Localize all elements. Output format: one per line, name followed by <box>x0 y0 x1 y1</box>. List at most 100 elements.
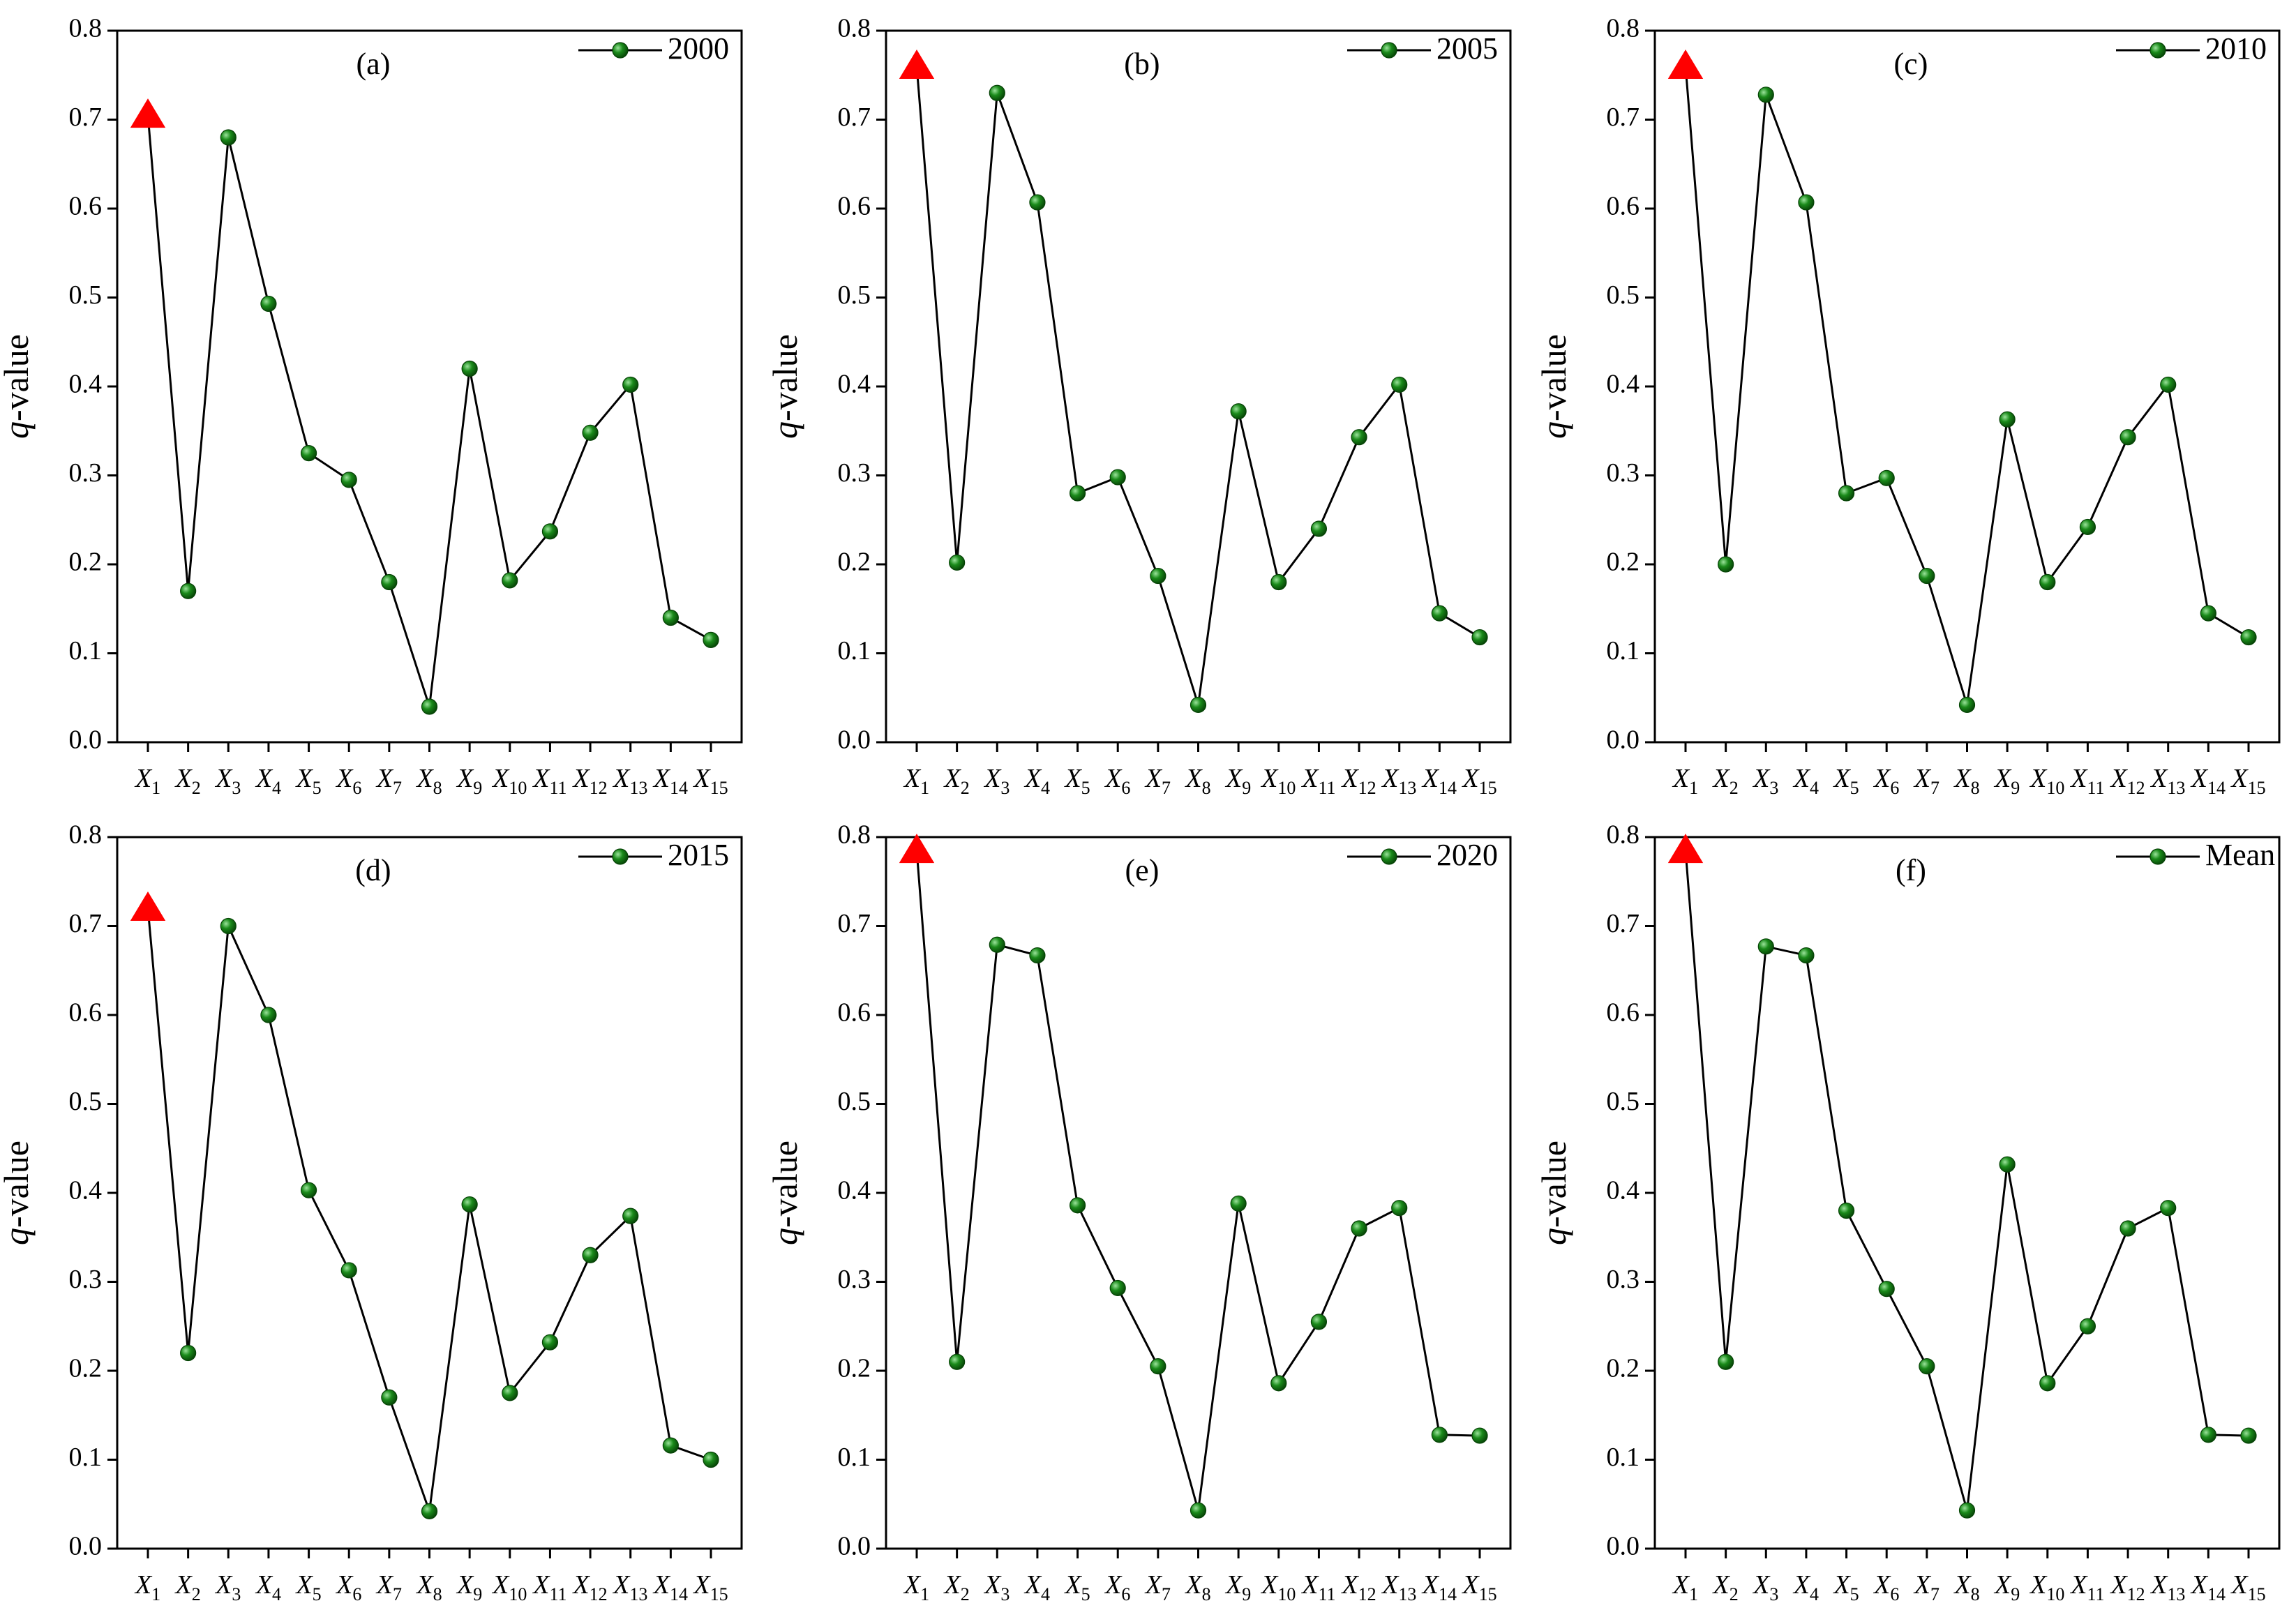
x-tick-label: X9 <box>1224 1570 1251 1604</box>
data-point <box>989 84 1005 101</box>
highlight-marker-triangle <box>130 98 166 128</box>
data-point <box>2200 1427 2216 1443</box>
data-point <box>340 472 357 488</box>
x-tick-label: X8 <box>1953 764 1979 798</box>
data-point <box>1838 1202 1855 1219</box>
x-tick-label: X7 <box>1144 764 1171 798</box>
x-tick-label: X10 <box>491 764 527 798</box>
data-point <box>1310 520 1328 537</box>
plot-frame <box>116 29 743 744</box>
y-tick-label: 0.6 <box>1607 192 1640 221</box>
data-point <box>1919 567 1935 585</box>
x-tick-label: X8 <box>415 1570 442 1604</box>
x-tick-label: X14 <box>652 764 688 798</box>
y-axis-label: q-value <box>1534 334 1573 439</box>
x-tick-label: X15 <box>692 764 728 798</box>
data-point <box>1999 1156 2016 1173</box>
panel-b: 0.0 0.1 0.2 0.3 0.4 0.5 0.6 0.7 0.8 X1 X2 X3 X4 X5 X6 X… <box>765 14 1512 798</box>
data-point <box>180 582 197 599</box>
x-tick-label: X8 <box>415 764 442 798</box>
y-tick-label: 0.4 <box>838 370 871 399</box>
y-tick-label: 0.2 <box>1607 548 1640 577</box>
x-tick-label: X15 <box>692 1570 728 1604</box>
x-tick-label: X12 <box>1340 764 1376 798</box>
data-point <box>622 1208 639 1224</box>
data-point <box>461 360 478 377</box>
x-tick-label: X15 <box>1461 764 1496 798</box>
data-point <box>1757 938 1774 955</box>
highlight-marker-triangle <box>1667 50 1704 79</box>
x-tick-label: X7 <box>1144 1570 1171 1604</box>
x-tick-label: X5 <box>1063 1570 1090 1604</box>
y-tick-label: 0.6 <box>838 998 871 1028</box>
y-tick-label: 0.7 <box>1607 103 1640 132</box>
y-tick-label: 0.1 <box>1607 1443 1640 1472</box>
legend-marker <box>1381 848 1397 865</box>
x-tick-label: X10 <box>1260 764 1296 798</box>
y-axis-label: q-value <box>1534 1141 1573 1245</box>
y-tick-label: 0.3 <box>838 458 871 488</box>
panel-label: (d) <box>355 853 391 887</box>
x-tick-label: X5 <box>294 1570 321 1604</box>
x-tick-label: X6 <box>1873 1570 1899 1604</box>
data-point <box>662 1437 679 1454</box>
y-tick-label: 0.6 <box>69 192 103 221</box>
highlight-marker-triangle <box>899 50 935 79</box>
data-point <box>1029 194 1046 211</box>
data-point <box>1718 556 1734 573</box>
y-tick-label: 0.0 <box>1607 725 1640 755</box>
highlight-marker-triangle <box>1667 834 1704 864</box>
y-tick-label: 0.5 <box>838 1087 871 1116</box>
y-tick-label: 0.0 <box>69 725 103 755</box>
x-tick-label: X13 <box>2149 764 2185 798</box>
y-tick-label: 0.0 <box>1607 1532 1640 1561</box>
legend-label: 2005 <box>1436 31 1498 66</box>
data-point <box>2240 1427 2257 1444</box>
data-point <box>1391 376 1408 393</box>
data-point <box>180 1344 197 1362</box>
x-tick-label: X6 <box>1873 764 1899 798</box>
y-tick-label: 0.3 <box>69 1265 103 1294</box>
x-tick-label: X13 <box>1381 1570 1416 1604</box>
x-tick-label: X13 <box>1381 764 1416 798</box>
y-tick-label: 0.6 <box>1607 998 1640 1028</box>
data-point <box>541 1334 559 1351</box>
y-tick-label: 0.4 <box>69 1176 103 1205</box>
series-line <box>147 114 712 707</box>
x-tick-label: X1 <box>903 764 929 798</box>
y-tick-label: 0.0 <box>838 725 871 755</box>
legend-marker <box>612 42 629 59</box>
panel-a: 0.0 0.1 0.2 0.3 0.4 0.5 0.6 0.7 0.8 X1 X2 X3 X4 X5 X6 X… <box>0 14 743 798</box>
data-point <box>1270 1375 1287 1392</box>
data-point <box>1798 947 1815 964</box>
data-point <box>582 424 599 441</box>
plot-frame <box>885 29 1512 744</box>
y-tick-label: 0.4 <box>1607 370 1640 399</box>
data-point <box>949 554 966 571</box>
data-point <box>662 609 679 626</box>
x-tick-label: X8 <box>1184 764 1210 798</box>
legend-label: 2000 <box>668 31 729 66</box>
panel-f: 0.0 0.1 0.2 0.3 0.4 0.5 0.6 0.7 0.8 X1 X2 X3 X4 X5 X6 X… <box>1534 820 2281 1604</box>
y-tick-label: 0.8 <box>838 820 871 850</box>
x-tick-label: X7 <box>375 1570 402 1604</box>
data-point <box>1230 403 1247 420</box>
x-tick-label: X7 <box>1913 1570 1939 1604</box>
data-point <box>421 698 438 715</box>
x-tick-label: X2 <box>1712 764 1739 798</box>
data-point <box>1109 469 1126 486</box>
legend-label: 2015 <box>668 838 729 872</box>
y-tick-label: 0.4 <box>69 370 103 399</box>
x-tick-label: X11 <box>2069 1570 2104 1604</box>
y-tick-label: 0.2 <box>69 1354 103 1383</box>
data-point <box>1150 567 1166 585</box>
data-point <box>2160 376 2177 393</box>
y-tick-label: 0.7 <box>838 103 871 132</box>
data-point <box>1958 696 1976 714</box>
data-point <box>2079 1318 2096 1334</box>
x-tick-label: X13 <box>2149 1570 2185 1604</box>
x-tick-label: X10 <box>1260 1570 1296 1604</box>
x-tick-label: X12 <box>571 1570 607 1604</box>
